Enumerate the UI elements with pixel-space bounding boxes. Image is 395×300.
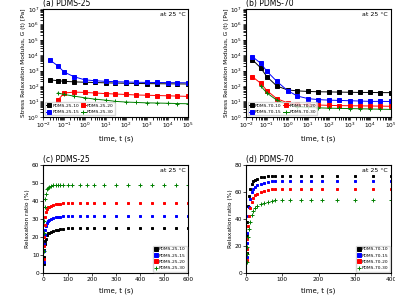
Text: at 25 °C: at 25 °C — [362, 12, 388, 17]
Text: (c) PDMS-25: (c) PDMS-25 — [43, 155, 90, 164]
Text: (d) PDMS-70: (d) PDMS-70 — [246, 155, 294, 164]
Text: at 25 °C: at 25 °C — [160, 12, 185, 17]
Text: at 25 °C: at 25 °C — [160, 169, 185, 173]
X-axis label: time, t (s): time, t (s) — [99, 288, 133, 294]
Text: (a) PDMS-25: (a) PDMS-25 — [43, 0, 91, 8]
X-axis label: time, t (s): time, t (s) — [301, 136, 336, 142]
Legend: PDMS-70-10, PDMS-70-15, PDMS-70-20, PDMS-70-30: PDMS-70-10, PDMS-70-15, PDMS-70-20, PDMS… — [248, 102, 317, 116]
X-axis label: time, t (s): time, t (s) — [301, 288, 336, 294]
Legend: PDMS-25-10, PDMS-25-15, PDMS-25-20, PDMS-25-30: PDMS-25-10, PDMS-25-15, PDMS-25-20, PDMS… — [153, 246, 187, 272]
Legend: PDMS-70-10, PDMS-70-15, PDMS-70-20, PDMS-70-30: PDMS-70-10, PDMS-70-15, PDMS-70-20, PDMS… — [356, 246, 390, 272]
Text: at 25 °C: at 25 °C — [362, 169, 388, 173]
Y-axis label: Stress Relaxation Modulus, G (t) [Pa]: Stress Relaxation Modulus, G (t) [Pa] — [224, 9, 229, 117]
Text: (b) PDMS-70: (b) PDMS-70 — [246, 0, 294, 8]
Y-axis label: Relaxation ratio (%): Relaxation ratio (%) — [25, 190, 30, 248]
X-axis label: time, t (s): time, t (s) — [99, 136, 133, 142]
Y-axis label: Relaxation ratio (%): Relaxation ratio (%) — [228, 190, 233, 248]
Legend: PDMS-25-10, PDMS-25-15, PDMS-25-20, PDMS-25-30: PDMS-25-10, PDMS-25-15, PDMS-25-20, PDMS… — [45, 102, 115, 116]
Y-axis label: Stress Relaxation Modulus, G (t) [Pa]: Stress Relaxation Modulus, G (t) [Pa] — [21, 9, 26, 117]
